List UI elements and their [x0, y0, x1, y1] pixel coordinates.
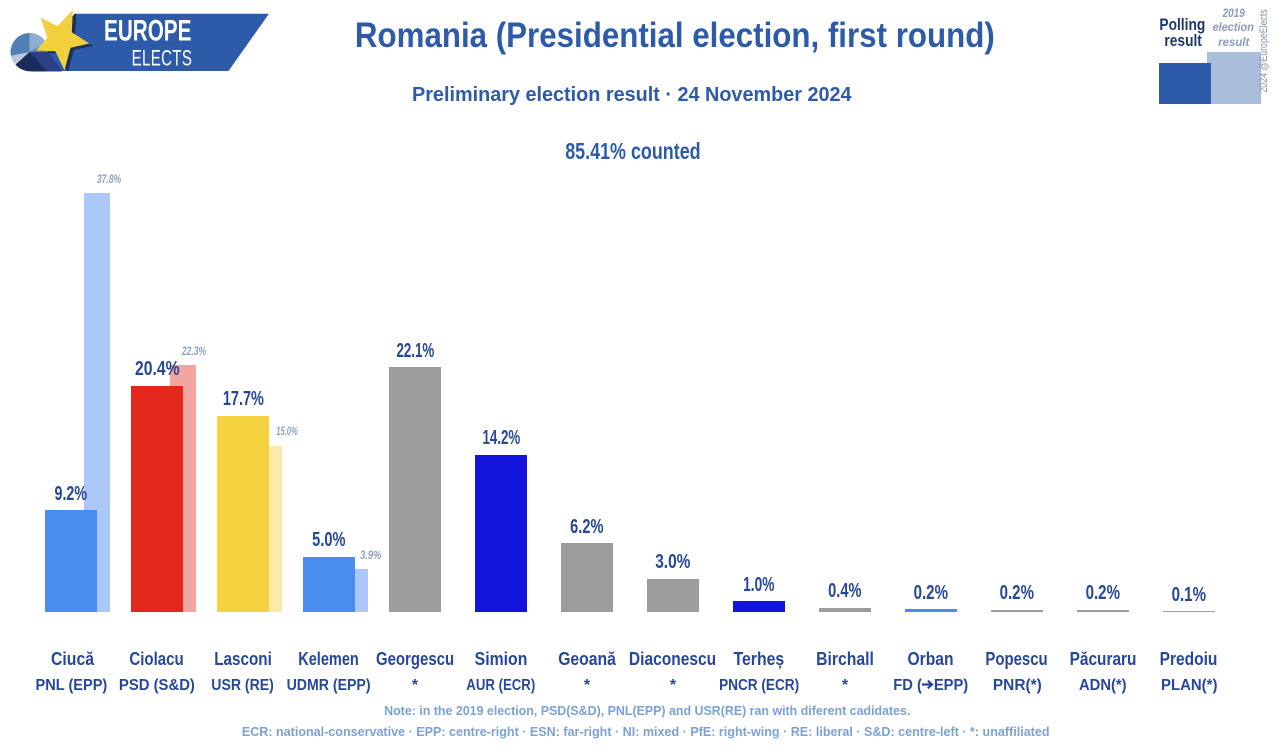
- svg-text:ELECTS: ELECTS: [132, 47, 193, 72]
- svg-text:EUROPE: EUROPE: [104, 15, 191, 47]
